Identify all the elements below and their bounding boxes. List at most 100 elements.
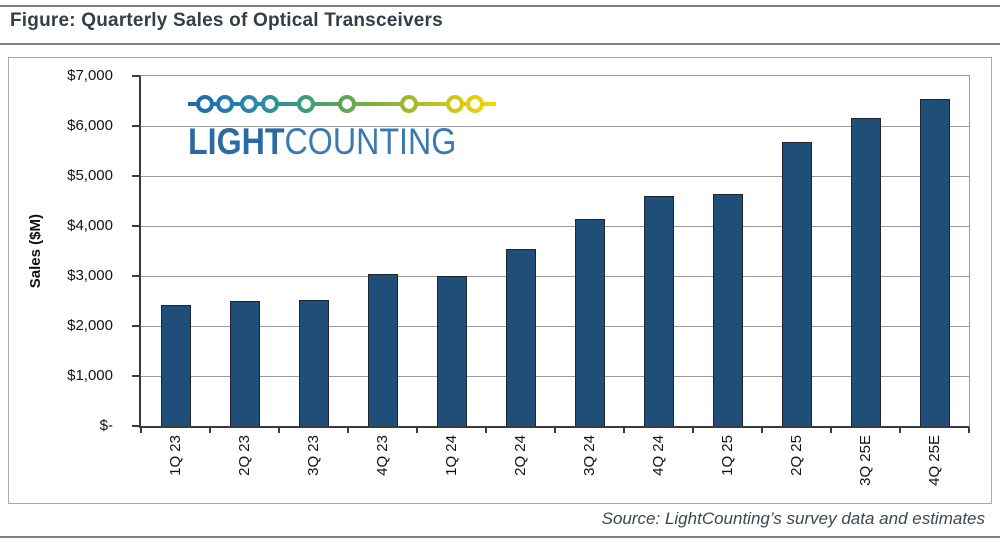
x-axis-tick [899, 428, 901, 433]
bar-slot [141, 76, 210, 426]
x-axis-tick [140, 428, 142, 433]
figure-title: Figure: Quarterly Sales of Optical Trans… [10, 10, 443, 31]
bar-slot [348, 76, 417, 426]
lightcounting-logo: LIGHTCOUNTING [188, 91, 496, 160]
x-axis-tick [692, 428, 694, 433]
y-axis-label: $7,000 [67, 67, 113, 84]
x-axis-labels: 1Q 23 2Q 23 3Q 23 4Q 23 1Q 24 2Q 24 3Q 24 4Q 24… [141, 435, 969, 507]
y-axis-label: $3,000 [67, 267, 113, 284]
x-axis-label: 2Q 23 [236, 435, 253, 476]
bar-slot [210, 76, 279, 426]
logo-dots-graphic [188, 95, 496, 113]
bar-slot [624, 76, 693, 426]
x-axis-label: 3Q 24 [581, 435, 598, 476]
y-axis-label: $4,000 [67, 217, 113, 234]
x-axis-ticks [140, 428, 970, 434]
logo-wordmark: LIGHTCOUNTING [188, 123, 456, 160]
x-axis-tick [761, 428, 763, 433]
logo-word-light: LIGHT [188, 121, 285, 162]
bar [367, 274, 398, 426]
bar [643, 196, 674, 426]
y-axis-label: $5,000 [67, 167, 113, 184]
gridline [141, 326, 969, 327]
x-axis-label-slot: 3Q 23 [279, 435, 348, 507]
bar [436, 275, 467, 426]
x-axis-label-slot: 4Q 24 [624, 435, 693, 507]
y-axis-labels: $- $1,000 $2,000 $3,000 $4,000 $5,000 $6,000 $7… [9, 67, 113, 434]
bar [229, 301, 260, 426]
x-axis-label-slot: 1Q 25 [693, 435, 762, 507]
bar-slot [417, 76, 486, 426]
gridline [141, 376, 969, 377]
x-axis-label: 1Q 25 [719, 435, 736, 476]
bar-slot [900, 76, 969, 426]
x-axis-tick [623, 428, 625, 433]
x-axis-label-slot: 1Q 23 [141, 435, 210, 507]
chart-container: Sales ($M) $- $1,000 $2,000 $3,000 $4,000 $5,… [8, 57, 992, 504]
bottom-rule [0, 536, 1000, 538]
x-axis-label: 2Q 25 [788, 435, 805, 476]
y-axis-label: $1,000 [67, 367, 113, 384]
y-axis-label: $6,000 [67, 117, 113, 134]
plot-area: LIGHTCOUNTING [139, 75, 970, 428]
x-axis-label: 3Q 25E [857, 435, 874, 486]
bars-layer [141, 76, 969, 426]
x-axis-label: 4Q 25E [926, 435, 943, 486]
bar-slot [762, 76, 831, 426]
y-axis-tick [132, 75, 139, 77]
bar-slot [693, 76, 762, 426]
x-axis-label-slot: 4Q 23 [348, 435, 417, 507]
x-axis-label-slot: 2Q 24 [486, 435, 555, 507]
gridline [141, 226, 969, 227]
bar-slot [279, 76, 348, 426]
bar [574, 218, 605, 426]
y-axis-tick [132, 325, 139, 327]
title-bottom-rule [0, 43, 1000, 45]
bar [712, 194, 743, 426]
x-axis-label-slot: 3Q 24 [555, 435, 624, 507]
source-note: Source: LightCounting’s survey data and … [601, 509, 985, 528]
x-axis-label: 4Q 24 [650, 435, 667, 476]
y-axis-tick [132, 225, 139, 227]
x-axis-label-slot: 3Q 25E [831, 435, 900, 507]
x-axis-label-slot: 2Q 23 [210, 435, 279, 507]
gridline [141, 176, 969, 177]
x-axis-tick [209, 428, 211, 433]
x-axis-label: 1Q 24 [443, 435, 460, 476]
x-axis-label-slot: 4Q 25E [900, 435, 969, 507]
x-axis-label-slot: 1Q 24 [417, 435, 486, 507]
bar-slot [555, 76, 624, 426]
y-axis-tick [132, 275, 139, 277]
bar [781, 142, 812, 426]
title-top-rule [0, 5, 1000, 7]
y-axis-tick [132, 125, 139, 127]
gridline [141, 276, 969, 277]
bar [298, 299, 329, 426]
y-axis-ticks [132, 75, 139, 427]
x-axis-label: 1Q 23 [167, 435, 184, 476]
y-axis-tick [132, 375, 139, 377]
x-axis-tick [416, 428, 418, 433]
x-axis-label: 2Q 24 [512, 435, 529, 476]
x-axis-tick [278, 428, 280, 433]
bar [160, 305, 191, 426]
x-axis-tick [554, 428, 556, 433]
bar-slot [831, 76, 900, 426]
x-axis-tick [485, 428, 487, 433]
logo-word-counting: COUNTING [284, 121, 457, 162]
y-axis-tick [132, 425, 139, 427]
bar [850, 118, 881, 426]
x-axis-label-slot: 2Q 25 [762, 435, 831, 507]
x-axis-label: 4Q 23 [374, 435, 391, 476]
bar-slot [486, 76, 555, 426]
x-axis-tick [347, 428, 349, 433]
x-axis-tick [968, 428, 970, 433]
y-axis-tick [132, 175, 139, 177]
gridline [141, 126, 969, 127]
gridlines-layer [141, 76, 969, 426]
y-axis-label: $2,000 [67, 317, 113, 334]
bar [919, 98, 950, 426]
x-axis-tick [830, 428, 832, 433]
bar [505, 249, 536, 426]
